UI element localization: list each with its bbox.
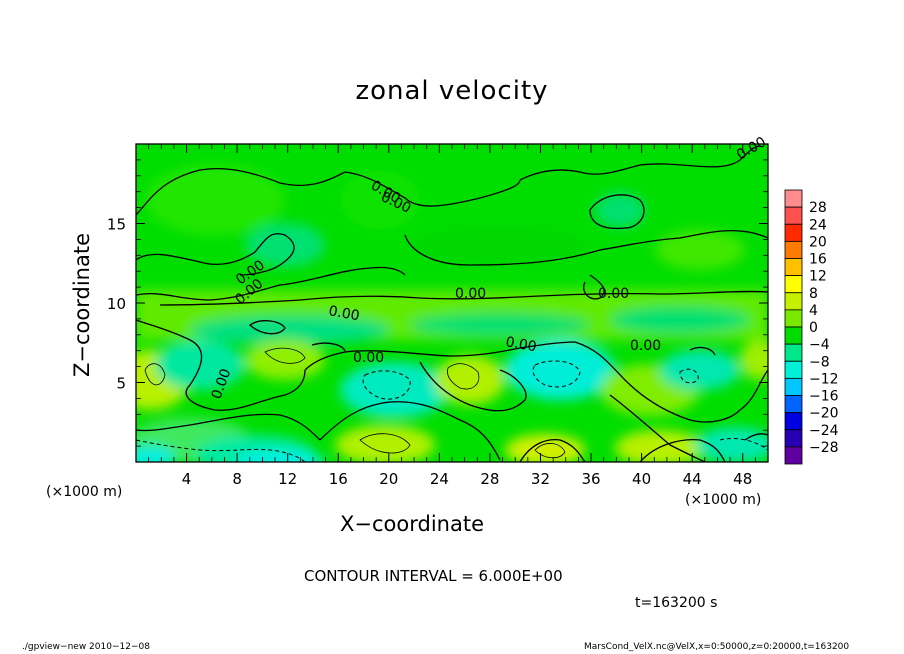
contour-interval-text: CONTOUR INTERVAL = 6.000E+00	[304, 567, 563, 585]
positive-contours	[144, 347, 566, 459]
colorbar-label: 12	[809, 269, 827, 285]
time-label: t=163200 s	[635, 595, 718, 611]
colorbar-label: −28	[809, 440, 839, 456]
colorbar-segment	[784, 206, 803, 225]
colorbar-segment	[784, 412, 803, 431]
y-tick-label: 5	[116, 375, 126, 393]
x-unit-label-left: (×1000 m)	[46, 484, 123, 500]
colorbar-segment	[784, 377, 803, 396]
colorbar-label: −24	[809, 423, 839, 439]
x-axis-label: X−coordinate	[340, 512, 484, 536]
colorbar-label: 4	[809, 303, 818, 319]
colorbar-segment	[784, 395, 803, 414]
x-tick-label: 48	[733, 470, 752, 488]
colorbar-segment	[784, 309, 803, 328]
footer-left: ./gpview−new 2010−12−08	[22, 642, 150, 652]
y-tick-label: 15	[107, 216, 126, 234]
colorbar-segment	[784, 446, 803, 465]
colorbar-label: −8	[809, 354, 830, 370]
contour-label: 0.00	[504, 334, 537, 355]
x-tick-label: 36	[581, 470, 600, 488]
x-tick-label: 32	[531, 470, 550, 488]
x-tick-label: 40	[632, 470, 651, 488]
x-tick-label: 12	[278, 470, 297, 488]
colorbar-segment	[784, 258, 803, 277]
y-axis-label: Z−coordinate	[70, 233, 94, 377]
contour-label: 0.00	[455, 286, 486, 302]
contour-lines	[136, 145, 768, 462]
x-tick-label: 24	[430, 470, 449, 488]
colorbar-segment	[784, 326, 803, 345]
x-tick-label: 20	[379, 470, 398, 488]
x-tick-label: 8	[232, 470, 242, 488]
colorbar-segment	[784, 275, 803, 294]
y-tick-label: 10	[107, 295, 126, 313]
heatmap-field	[136, 144, 768, 462]
x-tick-label: 44	[683, 470, 702, 488]
x-unit-label-right: (×1000 m)	[685, 492, 762, 508]
colorbar-label: −12	[809, 371, 839, 387]
x-tick-label: 16	[329, 470, 348, 488]
colorbar-label: −4	[809, 337, 830, 353]
colorbar-label: −20	[809, 406, 839, 422]
contour-label: 0.00	[353, 350, 384, 366]
colorbar-segment	[784, 240, 803, 259]
x-tick-label: 4	[182, 470, 192, 488]
colorbar-segment	[784, 223, 803, 242]
colorbar-segment	[784, 292, 803, 311]
negative-contours	[136, 360, 768, 462]
colorbar-label: 20	[809, 234, 827, 250]
colorbar-label: 24	[809, 217, 827, 233]
x-tick-label: 28	[480, 470, 499, 488]
colorbar-segment	[784, 189, 803, 208]
contour-label: 0.00	[630, 338, 661, 354]
colorbar-segment	[784, 360, 803, 379]
colorbar-label: 0	[809, 320, 818, 336]
colorbar-segment	[784, 429, 803, 448]
footer-right: MarsCond_VelX.nc@VelX,x=0:50000,z=0:2000…	[584, 642, 850, 652]
colorbar-label: 28	[809, 200, 827, 216]
axis-ticks	[136, 144, 768, 462]
contour-label: 0.00	[327, 303, 360, 324]
chart-title: zonal velocity	[355, 76, 549, 106]
contour-label: 0.00	[598, 286, 629, 302]
colorbar-label: −16	[809, 389, 839, 405]
colorbar-label: 8	[809, 286, 818, 302]
colorbar-segment	[784, 343, 803, 362]
colorbar-label: 16	[809, 252, 827, 268]
